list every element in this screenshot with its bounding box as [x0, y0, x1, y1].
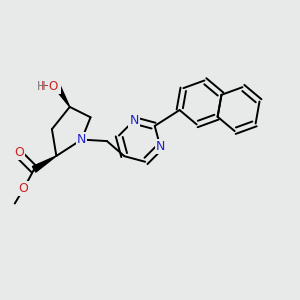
Text: HO: HO [41, 80, 60, 94]
Text: H: H [37, 80, 46, 93]
Text: N: N [77, 133, 86, 146]
Text: O: O [14, 146, 24, 160]
Polygon shape [55, 86, 70, 107]
Polygon shape [32, 156, 56, 172]
Text: N: N [129, 114, 139, 127]
Text: N: N [156, 140, 165, 153]
Text: O: O [19, 182, 28, 195]
Text: O: O [49, 80, 58, 93]
